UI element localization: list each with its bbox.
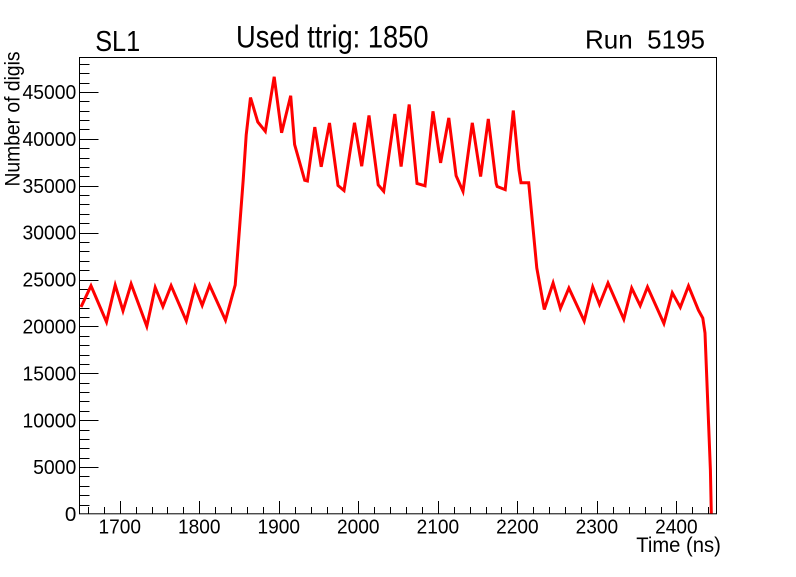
svg-text:30000: 30000 bbox=[23, 222, 77, 245]
svg-text:Time (ns): Time (ns) bbox=[636, 534, 721, 557]
svg-text:2100: 2100 bbox=[417, 516, 460, 539]
svg-text:2000: 2000 bbox=[337, 516, 380, 539]
svg-text:0: 0 bbox=[65, 503, 76, 526]
svg-text:Number of digis: Number of digis bbox=[2, 52, 25, 187]
svg-text:Run 5195: Run 5195 bbox=[585, 25, 705, 55]
svg-text:1900: 1900 bbox=[258, 516, 301, 539]
svg-text:2200: 2200 bbox=[496, 516, 539, 539]
svg-text:2400: 2400 bbox=[655, 516, 698, 539]
svg-text:25000: 25000 bbox=[23, 269, 77, 292]
svg-text:45000: 45000 bbox=[23, 81, 77, 104]
svg-text:1700: 1700 bbox=[99, 516, 142, 539]
svg-text:5000: 5000 bbox=[33, 456, 76, 479]
svg-text:10000: 10000 bbox=[23, 409, 77, 432]
svg-text:35000: 35000 bbox=[23, 175, 77, 198]
svg-text:20000: 20000 bbox=[23, 316, 77, 339]
svg-text:Used ttrig: 1850: Used ttrig: 1850 bbox=[236, 20, 429, 55]
svg-text:2300: 2300 bbox=[576, 516, 619, 539]
svg-text:1800: 1800 bbox=[178, 516, 221, 539]
svg-text:15000: 15000 bbox=[23, 362, 77, 385]
svg-text:SL1: SL1 bbox=[95, 26, 140, 58]
svg-text:40000: 40000 bbox=[23, 128, 77, 151]
